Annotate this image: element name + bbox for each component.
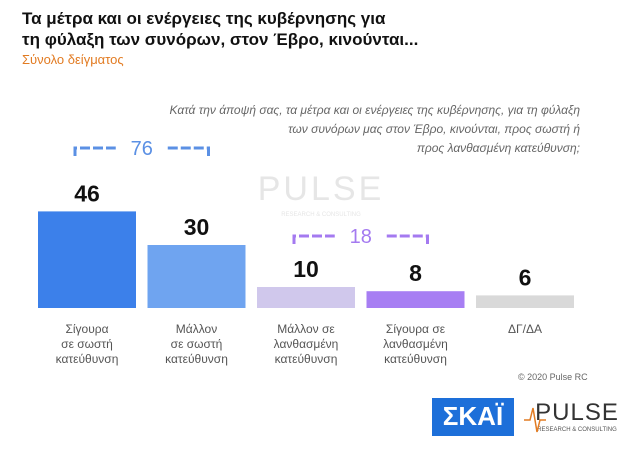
value-label: 46 bbox=[74, 180, 100, 206]
skai-logo-box bbox=[432, 398, 514, 436]
value-label: 30 bbox=[184, 214, 210, 240]
value-label: 6 bbox=[519, 264, 532, 290]
copyright: © 2020 Pulse RC bbox=[518, 372, 588, 382]
bar bbox=[38, 211, 136, 308]
pulse-logo-wave bbox=[524, 407, 546, 433]
watermark-sub: RESEARCH & CONSULTING bbox=[281, 212, 361, 218]
bracket-label: 18 bbox=[350, 226, 372, 248]
x-tick-label: Σίγουρα σε σωστή κατεύθυνση bbox=[55, 322, 119, 366]
pulse-logo: PULSE bbox=[535, 399, 619, 426]
x-tick-label: ΔΓ/ΔΑ bbox=[508, 322, 542, 336]
bar bbox=[147, 245, 246, 308]
watermark: PULSE bbox=[258, 170, 385, 208]
subtitle: Σύνολο δείγματος bbox=[22, 52, 124, 67]
bar bbox=[476, 295, 574, 308]
bracket-label: 76 bbox=[131, 138, 153, 160]
bar bbox=[366, 291, 465, 308]
value-label: 10 bbox=[293, 256, 319, 282]
x-tick-label: Σίγουρα σε λανθασμένη κατεύθυνση bbox=[383, 322, 448, 366]
x-tick-label: Μάλλον σε σωστή κατεύθυνση bbox=[165, 322, 228, 366]
question: Κατά την άποψή σας, τα μέτρα και οι ενέρ… bbox=[169, 103, 580, 155]
pulse-logo-sub: RESEARCH & CONSULTING bbox=[537, 427, 617, 433]
x-tick-label: Μάλλον σε λανθασμένη κατεύθυνση bbox=[273, 322, 339, 366]
bar bbox=[257, 287, 355, 308]
bracket bbox=[73, 146, 210, 156]
bracket bbox=[292, 234, 429, 244]
chart-title: Τα μέτρα και οι ενέργειες της κυβέρνησης… bbox=[22, 9, 419, 49]
skai-logo: ΣΚΑΪ bbox=[443, 401, 504, 431]
value-label: 8 bbox=[409, 260, 422, 286]
